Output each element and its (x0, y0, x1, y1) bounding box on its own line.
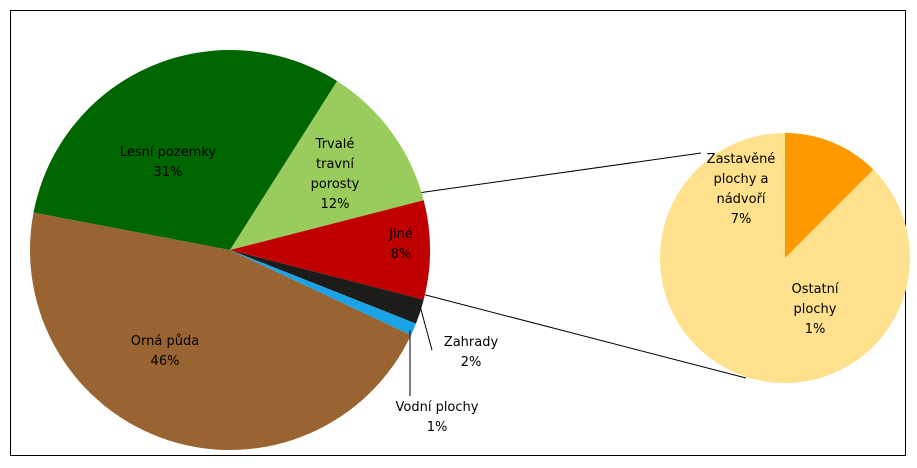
connector-line (417, 152, 702, 194)
pie-slice (33, 50, 338, 250)
slice-value: 7% (730, 212, 752, 227)
slice-label: Trvalé travní porosty 12% (295, 135, 375, 215)
slice-name: Lesní pozemky (119, 145, 217, 160)
slice-label: Orná půda 46% (65, 332, 265, 372)
slice-value: 1% (426, 420, 448, 435)
connector-line (417, 292, 747, 379)
pie-slice (230, 81, 424, 250)
slice-name: Orná půda (130, 334, 200, 349)
pie-slice (230, 200, 431, 300)
slice-name: Ostatní plochy (791, 282, 839, 317)
pie-slice (785, 133, 874, 258)
slice-label: Zastavěné plochy a nádvoří 7% (696, 150, 786, 230)
slice-value: 8% (390, 247, 412, 262)
slice-value: 2% (460, 355, 482, 370)
slice-value: 12% (320, 197, 350, 212)
slice-label: Ostatní plochy 1% (780, 280, 850, 340)
slice-value: 31% (153, 165, 183, 180)
slice-label: Lesní pozemky 31% (68, 143, 268, 183)
slice-value: 46% (150, 354, 180, 369)
slice-name: Zastavěné plochy a nádvoří (706, 152, 776, 207)
leader-line (419, 305, 433, 351)
slice-name: Vodní plochy (395, 400, 479, 415)
pie-slice (29, 212, 411, 450)
slice-name: Jiné (389, 227, 413, 242)
pie-slice (230, 250, 424, 324)
slice-value: 1% (804, 322, 826, 337)
slice-name: Zahrady (443, 335, 499, 350)
pie-slice (230, 250, 416, 336)
slice-name: Trvalé travní porosty (310, 137, 360, 192)
slice-label: Jiné 8% (371, 225, 431, 265)
slice-label: Zahrady 2% (421, 333, 521, 373)
slice-label: Vodní plochy 1% (357, 398, 517, 438)
